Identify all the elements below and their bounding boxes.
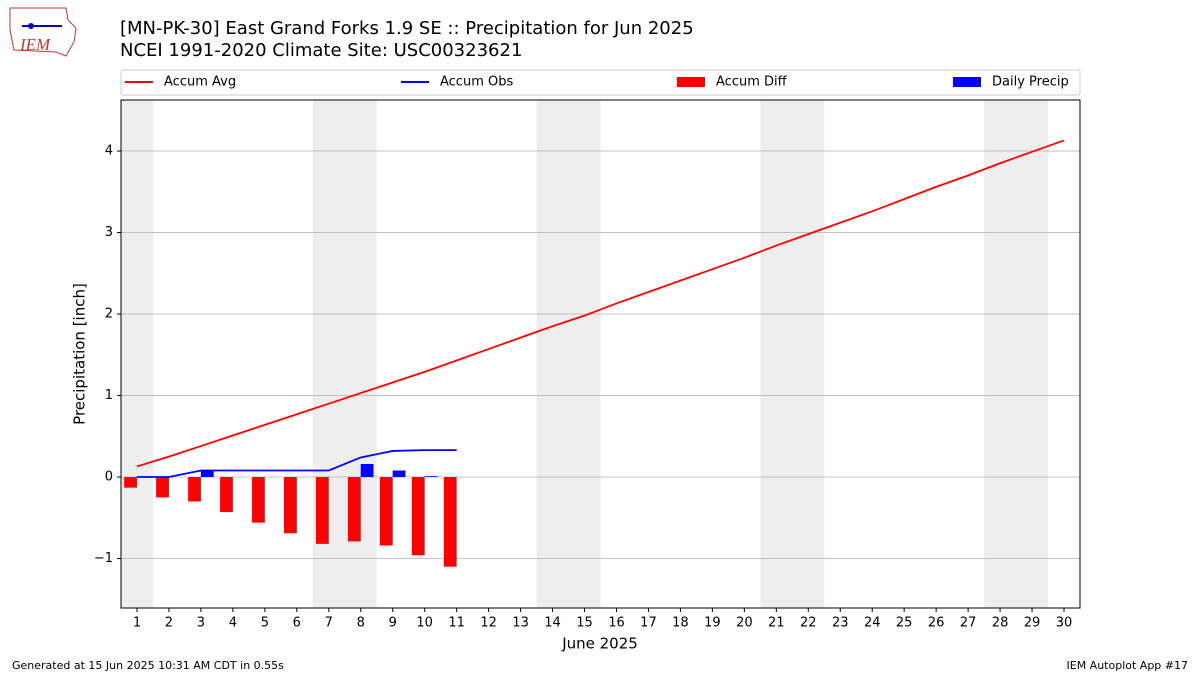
x-tick-label: 17: [640, 616, 657, 631]
x-tick-label: 8: [357, 616, 365, 631]
y-tick-label: 4: [105, 144, 113, 159]
x-axis-label: June 2025: [561, 635, 638, 653]
x-tick-label: 1: [133, 616, 141, 631]
x-tick-label: 28: [992, 616, 1009, 631]
x-tick-label: 16: [608, 616, 625, 631]
y-axis-label: Precipitation [inch]: [71, 283, 89, 425]
bar: [379, 477, 393, 546]
legend-label: Daily Precip: [992, 75, 1069, 90]
bar: [220, 477, 233, 513]
series-line: [136, 449, 457, 478]
series-line: [136, 139, 1065, 468]
x-tick-label: 18: [672, 616, 689, 631]
x-tick-label: 10: [416, 616, 433, 631]
legend: [120, 69, 1081, 96]
bar: [124, 477, 137, 488]
x-tick-label: 15: [576, 616, 593, 631]
x-tick-label: 14: [544, 616, 561, 631]
logo-dot: [28, 23, 34, 29]
x-tick-label: 12: [480, 616, 497, 631]
bar: [347, 477, 361, 542]
footer-left: Generated at 15 Jun 2025 10:31 AM CDT in…: [12, 659, 284, 672]
y-tick-label: 2: [105, 307, 113, 322]
x-tick-label: 13: [512, 616, 529, 631]
x-tick-label: 6: [293, 616, 301, 631]
bar: [443, 477, 457, 567]
y-tick-label: 3: [105, 225, 113, 240]
bar: [200, 470, 214, 478]
chart-subtitle: NCEI 1991-2020 Climate Site: USC00323621: [120, 40, 522, 61]
weekend-shade: [536, 100, 601, 608]
bar: [284, 477, 297, 534]
weekend-shade: [121, 100, 153, 608]
bar: [424, 476, 438, 478]
x-tick-label: 2: [165, 616, 173, 631]
bar: [188, 477, 201, 502]
footer-right: IEM Autoplot App #17: [1067, 659, 1189, 672]
logo-outline: [9, 7, 77, 57]
y-tick-label: −1: [94, 551, 113, 566]
x-tick-label: 4: [229, 616, 237, 631]
bar: [360, 463, 374, 478]
x-tick-label: 30: [1056, 616, 1073, 631]
x-tick-label: 3: [197, 616, 205, 631]
x-tick-label: 9: [389, 616, 397, 631]
chart-title: [MN-PK-30] East Grand Forks 1.9 SE :: Pr…: [120, 18, 694, 39]
logo: IEM: [9, 7, 77, 57]
x-tick-label: 25: [896, 616, 913, 631]
bar: [252, 477, 265, 523]
y-tick-label: 1: [105, 388, 113, 403]
x-tick-label: 27: [960, 616, 977, 631]
x-tick-label: 22: [800, 616, 817, 631]
x-tick-label: 29: [1024, 616, 1041, 631]
x-tick-label: 26: [928, 616, 945, 631]
legend-swatch: [677, 77, 705, 87]
y-tick-label: 0: [105, 470, 113, 485]
bar: [392, 470, 406, 478]
legend-label: Accum Avg: [164, 75, 236, 90]
x-tick-label: 21: [768, 616, 785, 631]
weekend-shade: [984, 100, 1049, 608]
weekend-shade: [760, 100, 825, 608]
plot-frame: [120, 99, 1081, 609]
legend-label: Accum Obs: [440, 75, 513, 90]
x-tick-label: 19: [704, 616, 721, 631]
logo-text: IEM: [19, 35, 51, 54]
bar: [315, 477, 329, 544]
bar: [411, 477, 425, 556]
x-tick-label: 11: [448, 616, 465, 631]
x-tick-label: 5: [261, 616, 269, 631]
legend-swatch: [953, 77, 981, 87]
x-tick-label: 23: [832, 616, 849, 631]
bar: [156, 477, 169, 498]
x-tick-label: 7: [325, 616, 333, 631]
x-tick-label: 24: [864, 616, 881, 631]
x-tick-label: 20: [736, 616, 753, 631]
legend-label: Accum Diff: [716, 75, 788, 90]
